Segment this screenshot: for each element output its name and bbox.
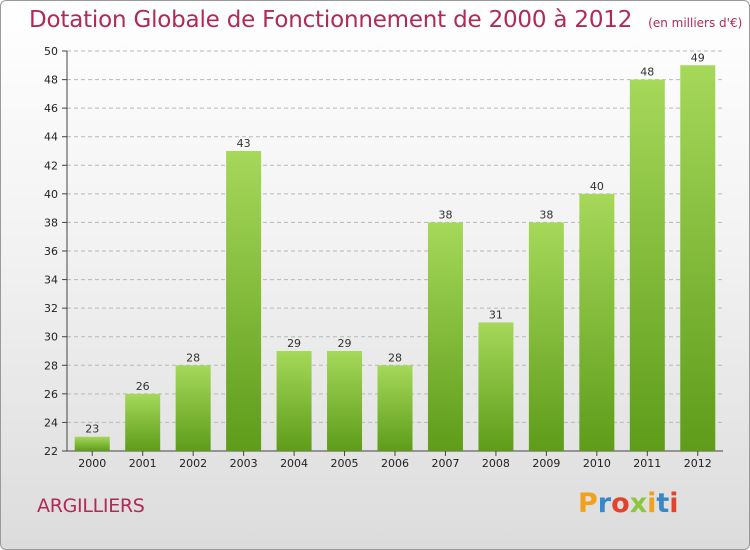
- data-label: 40: [590, 180, 604, 193]
- x-tick-label: 2007: [431, 457, 459, 470]
- data-label: 23: [85, 423, 99, 436]
- chart-subtitle: (en milliers d'€): [648, 16, 743, 30]
- bar: [327, 351, 363, 451]
- brand-letter: r: [597, 488, 612, 519]
- y-tick-label: 40: [44, 188, 58, 201]
- y-tick-label: 24: [44, 416, 58, 429]
- commune-name: ARGILLIERS: [37, 495, 145, 517]
- brand-letter: t: [656, 488, 670, 519]
- x-tick-label: 2000: [78, 457, 106, 470]
- y-tick-label: 32: [44, 302, 58, 315]
- x-tick-label: 2012: [684, 457, 712, 470]
- chart-title: Dotation Globale de Fonctionnement de 20…: [29, 7, 633, 33]
- brand-letter: x: [629, 488, 648, 519]
- bar: [125, 393, 161, 451]
- data-labels: 23 26 28 43 29 29 28 38 31 38 40 48 49: [85, 51, 705, 435]
- x-tick-label: 2002: [179, 457, 207, 470]
- x-tick-label: 2009: [532, 457, 560, 470]
- data-label: 38: [539, 208, 553, 221]
- bar: [74, 436, 110, 451]
- brand-letter: o: [611, 488, 630, 519]
- data-label: 29: [287, 337, 301, 350]
- bar: [226, 151, 262, 451]
- data-label: 31: [489, 308, 503, 321]
- x-tick-label: 2010: [583, 457, 611, 470]
- bar: [579, 193, 615, 451]
- x-tick-label: 2003: [230, 457, 258, 470]
- data-label: 28: [186, 351, 200, 364]
- y-tick-label: 28: [44, 359, 58, 372]
- bar: [427, 222, 463, 451]
- y-tick-label: 46: [44, 102, 58, 115]
- bar: [276, 351, 312, 451]
- y-tick-label: 30: [44, 331, 58, 344]
- data-label: 43: [237, 137, 251, 150]
- brand-letter: i: [647, 488, 657, 519]
- data-label: 29: [338, 337, 352, 350]
- x-tick-label: 2004: [280, 457, 308, 470]
- bar: [680, 65, 716, 452]
- bar: [175, 365, 211, 451]
- y-tick-label: 38: [44, 216, 58, 229]
- chart-header: Dotation Globale de Fonctionnement de 20…: [29, 7, 742, 33]
- y-tick-label: 36: [44, 245, 58, 258]
- y-tick-label: 50: [44, 45, 58, 58]
- x-tick-label: 2011: [633, 457, 661, 470]
- brand-letter: P: [578, 488, 598, 519]
- bar: [629, 79, 665, 452]
- bar: [478, 322, 514, 451]
- brand-logo: Proxiti: [578, 488, 679, 519]
- data-label: 49: [691, 51, 705, 64]
- y-tick-label: 22: [44, 445, 58, 458]
- bar: [377, 365, 413, 451]
- data-label: 38: [438, 208, 452, 221]
- y-tick-label: 44: [44, 131, 58, 144]
- data-label: 48: [640, 66, 654, 79]
- data-label: 28: [388, 351, 402, 364]
- y-tick-label: 26: [44, 388, 58, 401]
- y-tick-label: 42: [44, 159, 58, 172]
- bars: [74, 65, 716, 452]
- x-tick-labels: 2000 2001 2002 2003 2004 2005 2006 2007 2008 2009…: [78, 457, 712, 470]
- y-tick-label: 48: [44, 74, 58, 87]
- x-tick-label: 2005: [331, 457, 359, 470]
- y-tick-label: 34: [44, 274, 58, 287]
- brand-letter: i: [669, 488, 679, 519]
- y-tick-labels: 22 24 26 28 30 32 34 36 38 40 42 44 46 48 50: [44, 45, 58, 458]
- x-tick-label: 2001: [129, 457, 157, 470]
- x-tick-label: 2006: [381, 457, 409, 470]
- x-tick-label: 2008: [482, 457, 510, 470]
- data-label: 26: [136, 380, 150, 393]
- bar: [528, 222, 564, 451]
